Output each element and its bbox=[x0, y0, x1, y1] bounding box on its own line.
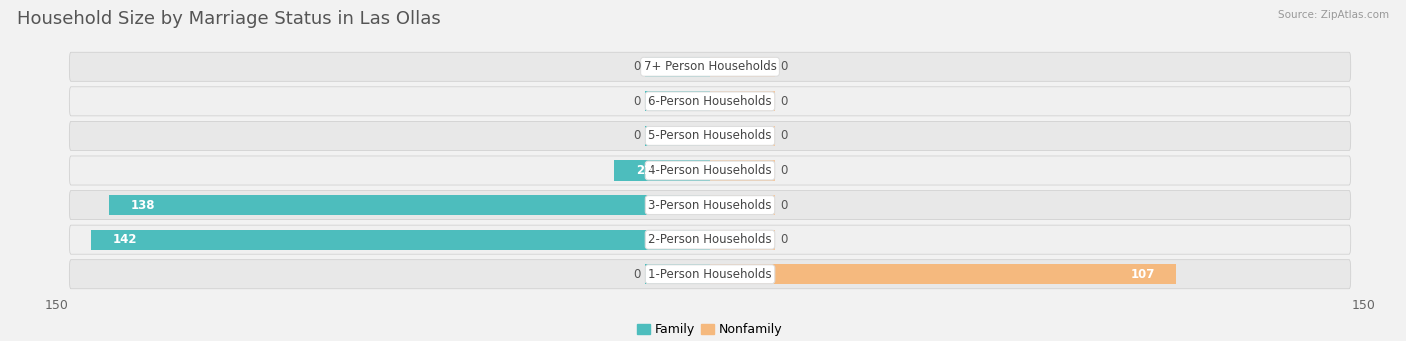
FancyBboxPatch shape bbox=[69, 52, 1351, 81]
Bar bbox=[710, 126, 776, 146]
Text: 0: 0 bbox=[633, 95, 640, 108]
Bar bbox=[710, 195, 776, 215]
FancyBboxPatch shape bbox=[69, 87, 1351, 116]
Text: 7+ Person Households: 7+ Person Households bbox=[644, 60, 776, 73]
Bar bbox=[710, 91, 776, 112]
Bar bbox=[91, 229, 710, 250]
Text: 22: 22 bbox=[636, 164, 652, 177]
FancyBboxPatch shape bbox=[69, 156, 1351, 185]
Text: 0: 0 bbox=[780, 95, 787, 108]
Bar bbox=[710, 161, 776, 180]
Text: 0: 0 bbox=[780, 233, 787, 246]
Text: 138: 138 bbox=[131, 198, 155, 211]
Bar bbox=[710, 57, 776, 77]
Text: 0: 0 bbox=[780, 60, 787, 73]
Text: 0: 0 bbox=[780, 130, 787, 143]
FancyBboxPatch shape bbox=[69, 225, 1351, 254]
Bar bbox=[644, 91, 710, 112]
Text: 6-Person Households: 6-Person Households bbox=[648, 95, 772, 108]
Text: 142: 142 bbox=[112, 233, 138, 246]
Text: 3-Person Households: 3-Person Households bbox=[648, 198, 772, 211]
Text: 0: 0 bbox=[633, 268, 640, 281]
Text: Source: ZipAtlas.com: Source: ZipAtlas.com bbox=[1278, 10, 1389, 20]
FancyBboxPatch shape bbox=[69, 260, 1351, 289]
Text: Household Size by Marriage Status in Las Ollas: Household Size by Marriage Status in Las… bbox=[17, 10, 440, 28]
Legend: Family, Nonfamily: Family, Nonfamily bbox=[633, 318, 787, 341]
Bar bbox=[644, 57, 710, 77]
Text: 5-Person Households: 5-Person Households bbox=[648, 130, 772, 143]
Bar bbox=[710, 264, 1177, 284]
Text: 0: 0 bbox=[633, 130, 640, 143]
Text: 0: 0 bbox=[780, 198, 787, 211]
Bar bbox=[644, 126, 710, 146]
FancyBboxPatch shape bbox=[69, 191, 1351, 220]
Bar bbox=[614, 161, 710, 180]
Bar bbox=[108, 195, 710, 215]
Bar bbox=[644, 264, 710, 284]
Text: 0: 0 bbox=[780, 164, 787, 177]
Text: 4-Person Households: 4-Person Households bbox=[648, 164, 772, 177]
Text: 2-Person Households: 2-Person Households bbox=[648, 233, 772, 246]
Bar bbox=[710, 229, 776, 250]
Text: 1-Person Households: 1-Person Households bbox=[648, 268, 772, 281]
Text: 0: 0 bbox=[633, 60, 640, 73]
Text: 107: 107 bbox=[1130, 268, 1154, 281]
FancyBboxPatch shape bbox=[69, 121, 1351, 150]
